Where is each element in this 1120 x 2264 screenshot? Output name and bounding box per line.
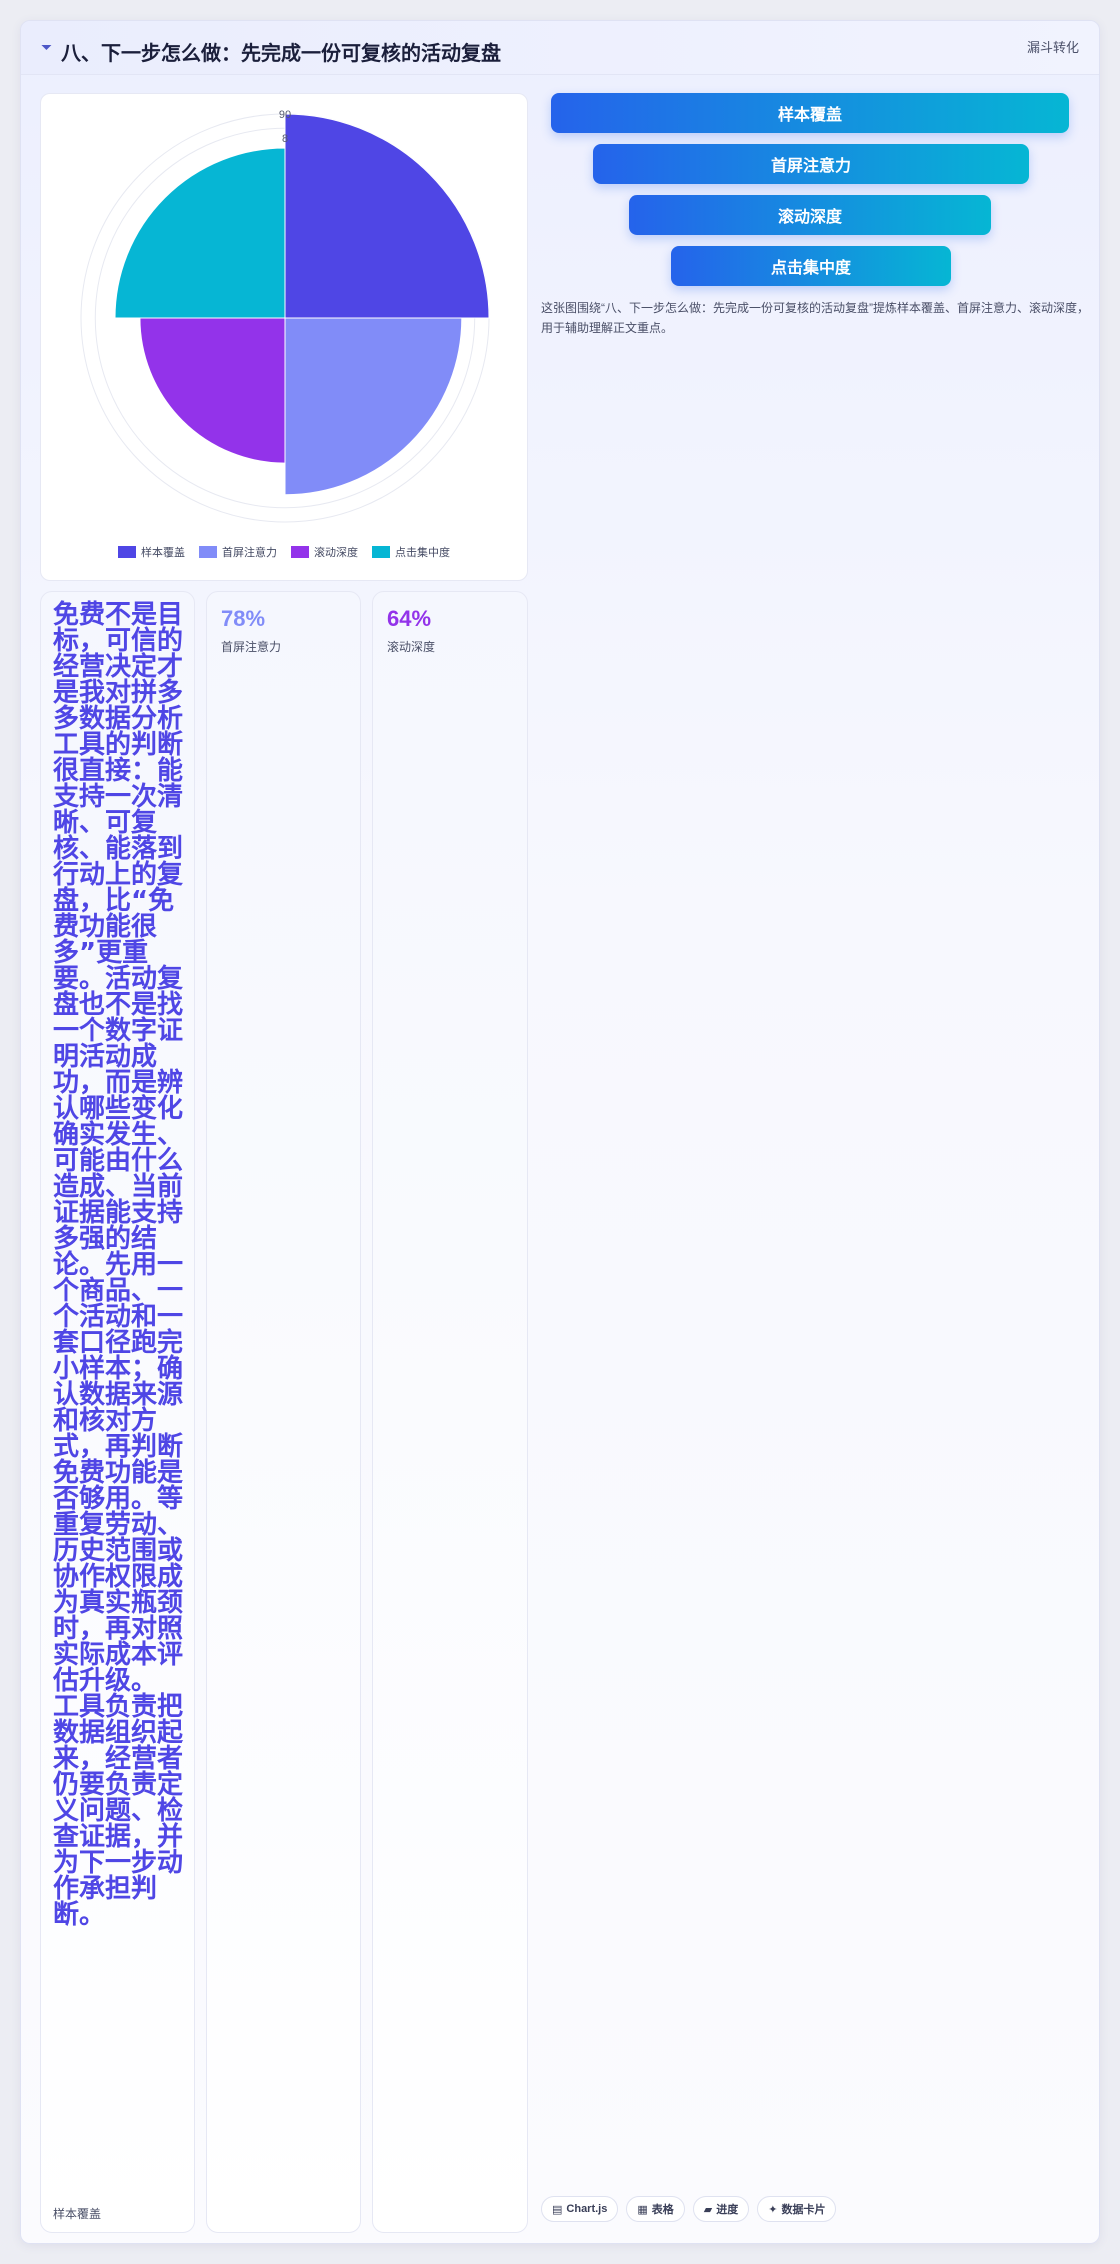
radial-tick-label: 8 (282, 133, 288, 145)
metric-card-attention: 78% 首屏注意力 (206, 591, 361, 2233)
legend-swatch (372, 546, 390, 558)
panel-header: ⏷ 八、下一步怎么做：先完成一份可复核的活动复盘 漏斗转化 (21, 21, 1099, 75)
metric-card-scroll: 64% 滚动深度 (372, 591, 528, 2233)
chip-progress[interactable]: ▰ 进度 (692, 2196, 750, 2222)
funnel-step: 首屏注意力 (593, 144, 1029, 184)
legend-item[interactable]: 样本覆盖 (118, 544, 185, 560)
table-icon: ▦ (637, 2203, 648, 2216)
legend-item[interactable]: 滚动深度 (291, 544, 358, 560)
polar-segment[interactable] (284, 317, 463, 496)
chip-label: Chart.js (566, 2203, 608, 2215)
chart-caption: 这张图围绕“八、下一步怎么做：先完成一份可复核的活动复盘”提炼样本覆盖、首屏注意… (541, 301, 1089, 335)
radial-tick-label: 90 (279, 109, 291, 121)
card-icon: ✦ (768, 2203, 778, 2216)
progress-icon: ▰ (703, 2203, 713, 2216)
legend-swatch (118, 546, 136, 558)
chip-data-card[interactable]: ✦ 数据卡片 (757, 2196, 837, 2222)
polar-chart-card: 90 8 样本覆盖 首屏注意力 滚动深度 点击集中度 (40, 93, 528, 581)
metric-value: 64% (387, 606, 432, 631)
polar-segment[interactable] (284, 113, 490, 319)
legend-label: 点击集中度 (395, 547, 450, 559)
chip-label: 数据卡片 (781, 2204, 826, 2216)
story-card-label: 样本覆盖 (53, 2207, 102, 2221)
metric-label: 首屏注意力 (221, 640, 282, 654)
metric-value: 78% (221, 606, 266, 631)
tech-chips: ▤ Chart.js ▦ 表格 ▰ 进度 ✦ 数据卡片 (541, 2196, 837, 2222)
legend-item[interactable]: 点击集中度 (372, 544, 450, 560)
legend-label: 滚动深度 (314, 547, 358, 559)
legend-swatch (199, 546, 217, 558)
metric-label: 滚动深度 (387, 640, 436, 654)
funnel-step: 滚动深度 (629, 195, 991, 235)
polar-segment[interactable] (139, 317, 286, 464)
report-panel: ⏷ 八、下一步怎么做：先完成一份可复核的活动复盘 漏斗转化 90 8 样本覆盖 首… (20, 20, 1100, 2244)
chip-label: 进度 (716, 2204, 739, 2216)
polar-segment[interactable] (114, 147, 286, 319)
chip-label: 表格 (651, 2204, 674, 2216)
legend-item[interactable]: 首屏注意力 (199, 544, 277, 560)
chart-legend: 样本覆盖 首屏注意力 滚动深度 点击集中度 (41, 544, 527, 560)
chip-chartjs[interactable]: ▤ Chart.js (541, 2196, 619, 2222)
legend-label: 样本覆盖 (141, 547, 185, 559)
panel-title: 八、下一步怎么做：先完成一份可复核的活动复盘 (61, 43, 501, 65)
chart-icon: ▤ (552, 2203, 563, 2216)
polar-area-chart: 90 8 (80, 109, 490, 523)
legend-label: 首屏注意力 (222, 547, 277, 559)
story-card: 免费不是目标，可信的经营决定才是我对拼多多数据分析工具的判断很直接：能支持一次清… (40, 591, 195, 2233)
story-text: 免费不是目标，可信的经营决定才是我对拼多多数据分析工具的判断很直接：能支持一次清… (53, 600, 184, 1930)
funnel-step: 点击集中度 (671, 246, 951, 286)
chip-table[interactable]: ▦ 表格 (626, 2196, 685, 2222)
chart-type-tag: 漏斗转化 (1026, 40, 1079, 55)
funnel-step: 样本覆盖 (551, 93, 1069, 133)
funnel-icon: ⏷ (41, 39, 53, 55)
legend-swatch (291, 546, 309, 558)
